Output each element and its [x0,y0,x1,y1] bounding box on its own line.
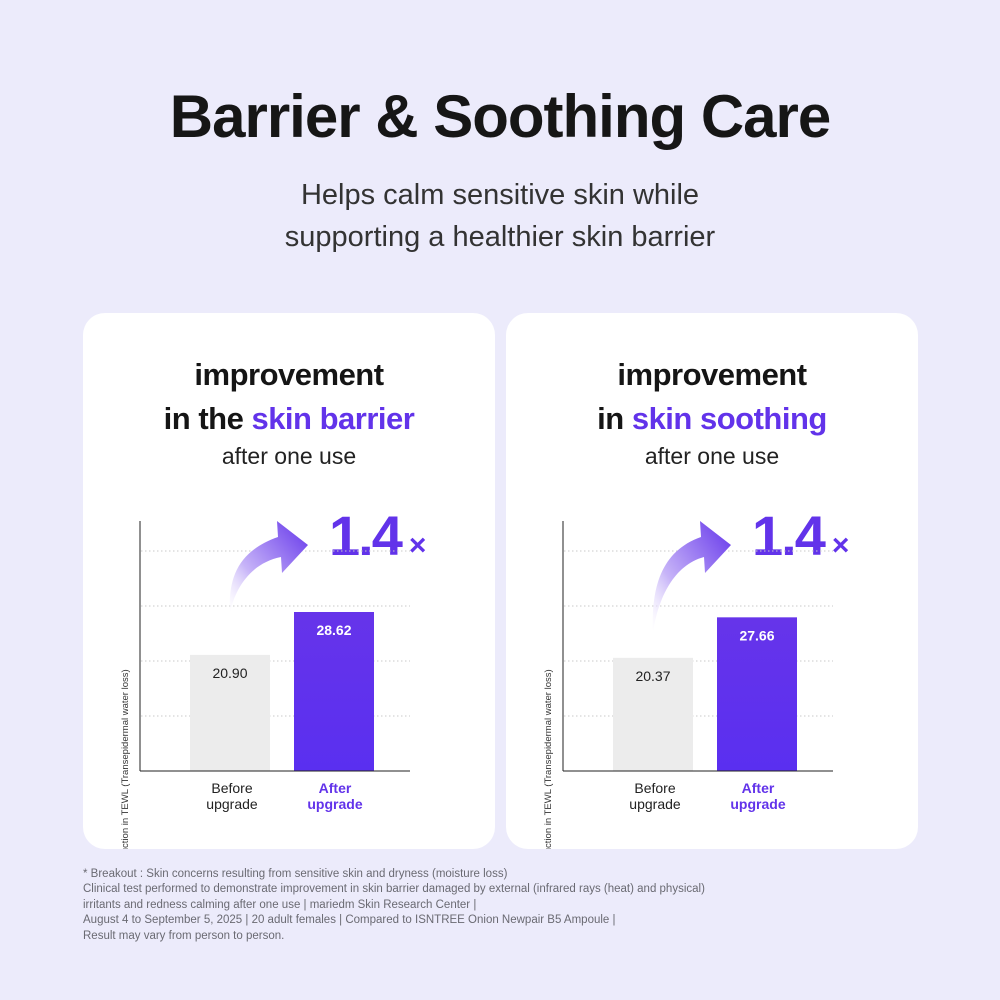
x-label-after: After upgrade [708,780,808,812]
bar-after-value-label: 28.62 [316,622,351,638]
skin-barrier-chart: Reduction in TEWL (Transepidermal water … [120,521,410,849]
bar-before-value-label: 20.90 [212,665,247,681]
subtitle-line-1: Helps calm sensitive skin while [300,179,700,211]
bar-after [294,612,374,771]
multiplier-value: 1.4 [752,504,826,567]
multiplier-badge: 1.4 × [752,503,849,568]
footnote-line-2: Clinical test performed to demonstrate i… [83,883,705,896]
multiplier-sign: × [831,529,850,562]
subtitle-line-2: supporting a healthier skin barrier [284,221,716,253]
page-subtitle: Helps calm sensitive skin while supporti… [0,174,1000,258]
heading-line-2: in the skin barrier [83,397,495,441]
bar-after-value-label: 27.66 [739,627,774,643]
heading-line-2: in skin soothing [506,397,918,441]
x-label-before-line1: Before [634,780,676,796]
x-label-after-line2: upgrade [730,796,786,812]
heading-line-1: improvement [617,357,807,392]
y-axis-label: Reduction in TEWL (Transepidermal water … [543,669,554,849]
x-label-after-line2: upgrade [307,796,363,812]
footnote-line-4: August 4 to September 5, 2025 | 20 adult… [83,914,616,927]
heading-line-3: after one use [644,443,780,469]
skin-soothing-card: improvement in skin soothing after one u… [506,313,918,849]
bars: 20.90 28.62 [190,612,374,771]
bar-before [190,654,270,771]
growth-arrow [229,521,308,613]
footnote-line-3: irritants and redness calming after one … [83,898,477,911]
x-label-before-line2: upgrade [206,796,258,812]
heading-line-1: improvement [194,357,384,392]
x-label-after-line1: After [741,780,775,796]
heading-accent: skin barrier [251,401,415,436]
footnote-line-1: * Breakout : Skin concerns resulting fro… [83,868,508,880]
skin-barrier-card: improvement in the skin barrier after on… [83,313,495,849]
skin-soothing-chart: Reduction in TEWL (Transepidermal water … [543,521,833,849]
multiplier-value: 1.4 [329,504,403,567]
card-heading: improvement in skin soothing after one u… [506,353,918,470]
x-label-before-line1: Before [211,780,253,796]
growth-arrow [652,521,731,633]
bar-before [613,657,693,771]
y-axis-label: Reduction in TEWL (Transepidermal water … [120,669,131,849]
x-label-before: Before upgrade [605,780,705,812]
page-title: Barrier & Soothing Care [169,83,831,150]
bars: 20.37 27.66 [613,617,797,771]
multiplier-sign: × [408,529,427,562]
footnote-line-5: Result may vary from person to person. [83,929,285,942]
x-label-after-line1: After [318,780,352,796]
x-label-after: After upgrade [285,780,385,812]
heading-line-3: after one use [221,443,357,469]
heading-prefix: in [597,401,632,436]
x-label-before-line2: upgrade [629,796,681,812]
bar-before-value-label: 20.37 [635,668,670,684]
heading-accent: skin soothing [631,401,828,436]
footnote: * Breakout : Skin concerns resulting fro… [83,867,705,944]
heading-prefix: in the [163,401,252,436]
bar-after [717,617,797,771]
card-heading: improvement in the skin barrier after on… [83,353,495,470]
x-label-before: Before upgrade [182,780,282,812]
multiplier-badge: 1.4 × [329,503,426,568]
